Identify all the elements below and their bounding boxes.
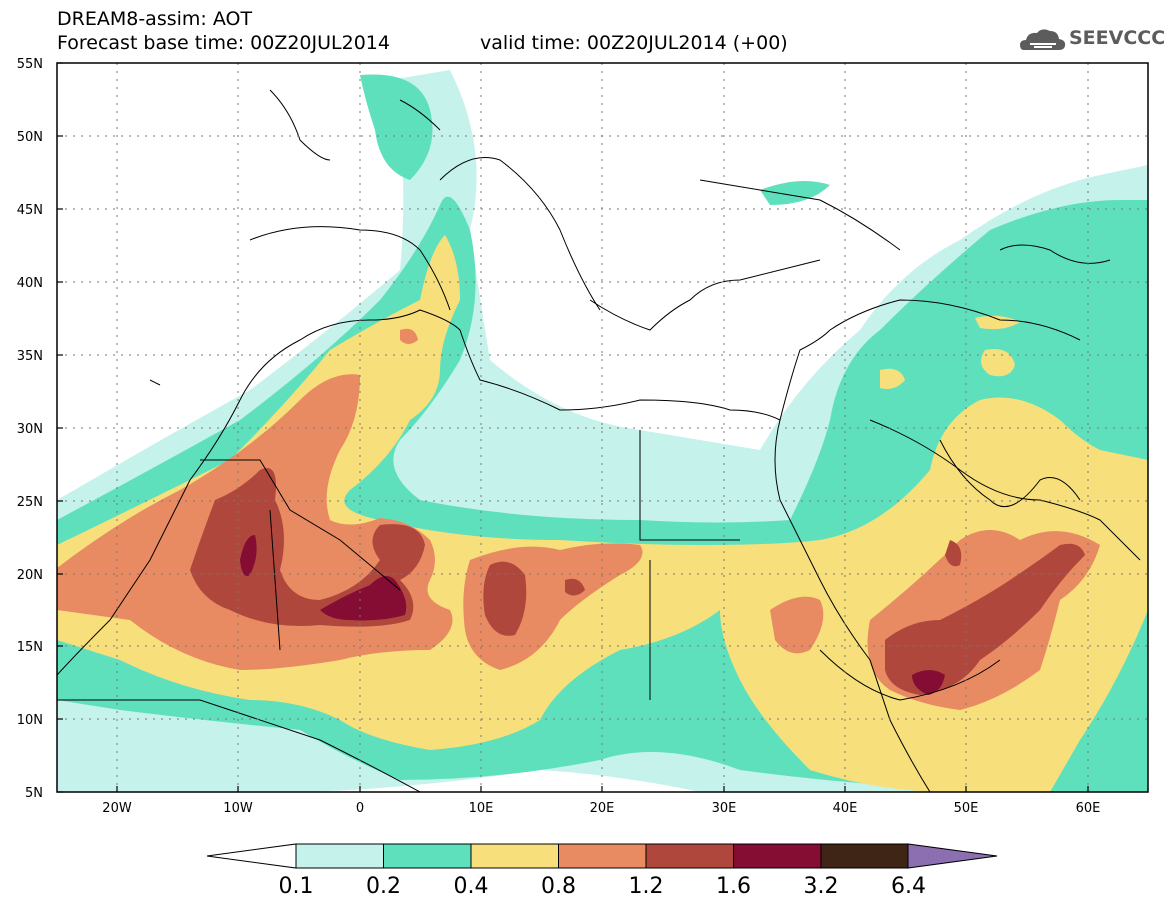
- lat-label: 35N: [17, 349, 43, 364]
- legend-swatch: [383, 843, 472, 869]
- lon-label: 0: [356, 801, 364, 816]
- lon-label: 40E: [833, 801, 858, 816]
- legend-swatch: [733, 843, 822, 869]
- valid-time: valid time: 00Z20JUL2014 (+00): [480, 32, 788, 54]
- lon-label: 20W: [102, 801, 132, 816]
- lat-label: 5N: [25, 786, 43, 801]
- lat-label: 40N: [17, 276, 43, 291]
- forecast-base-time: Forecast base time: 00Z20JUL2014: [57, 32, 390, 54]
- legend-labels: 0.1 0.2 0.4 0.8 1.2 1.6 3.2 6.4: [279, 874, 927, 899]
- lat-label: 15N: [17, 640, 43, 655]
- legend-label: 0.4: [454, 874, 489, 899]
- lon-label: 50E: [954, 801, 979, 816]
- legend-label: 6.4: [891, 874, 926, 899]
- lon-label: 20E: [590, 801, 615, 816]
- cloud-icon: [1020, 29, 1066, 50]
- lon-label: 60E: [1076, 801, 1101, 816]
- graticule: [57, 63, 1148, 792]
- aot-band-1.6: [240, 535, 945, 695]
- logo-text: SEEVCCC: [1069, 27, 1165, 49]
- map-title: DREAM8-assim: AOT: [57, 8, 253, 30]
- lon-label: 30E: [712, 801, 737, 816]
- lat-label: 45N: [17, 203, 43, 218]
- legend-label: 3.2: [804, 874, 839, 899]
- legend-swatch: [645, 843, 734, 869]
- lat-label: 25N: [17, 495, 43, 510]
- lat-label: 30N: [17, 422, 43, 437]
- legend-label: 0.8: [541, 874, 576, 899]
- legend-label: 1.2: [629, 874, 664, 899]
- lat-label: 10N: [17, 713, 43, 728]
- legend-boxes: [295, 843, 909, 869]
- legend-label: 0.2: [366, 874, 401, 899]
- lat-labels: 55N 50N 45N 40N 35N 30N 25N 20N 15N 10N …: [17, 57, 43, 801]
- color-legend: 0.1 0.2 0.4 0.8 1.2 1.6 3.2 6.4: [206, 843, 998, 899]
- lon-labels: 20W 10W 0 10E 20E 30E 40E 50E 60E: [102, 801, 1100, 816]
- lon-label: 10W: [223, 801, 253, 816]
- legend-max-arrow: [907, 843, 998, 869]
- legend-label: 1.6: [716, 874, 751, 899]
- legend-swatch: [820, 843, 909, 869]
- axis-ticks: [57, 62, 1089, 793]
- coastlines: [57, 89, 1141, 792]
- lat-label: 55N: [17, 57, 43, 72]
- legend-swatch: [558, 843, 647, 869]
- legend-swatch: [295, 843, 384, 869]
- lat-label: 20N: [17, 568, 43, 583]
- legend-label: 0.1: [279, 874, 314, 899]
- lat-label: 50N: [17, 130, 43, 145]
- lon-label: 10E: [469, 801, 494, 816]
- legend-swatch: [470, 843, 559, 869]
- legend-min-arrow: [206, 843, 297, 869]
